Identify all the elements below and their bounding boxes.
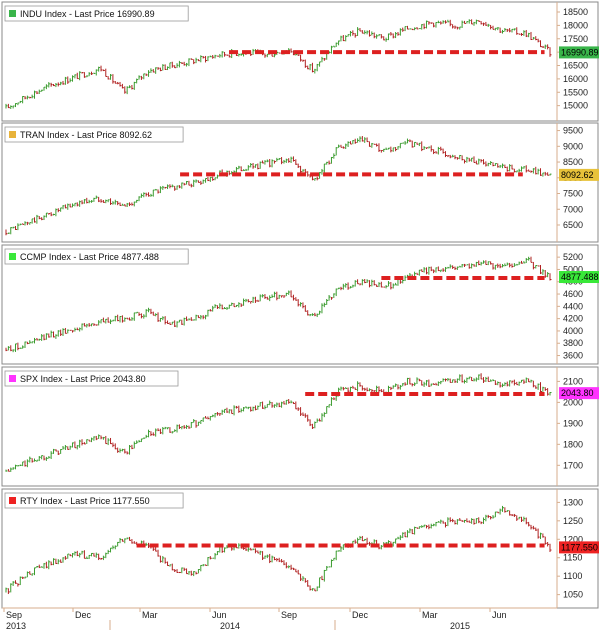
panel-frame xyxy=(1,122,599,243)
legend-label: TRAN Index - Last Price 8092.62 xyxy=(20,130,152,140)
last-price-label: 8092.62 xyxy=(561,170,594,180)
last-price-label: 1177.550 xyxy=(561,542,598,552)
y-tick-label: 1100 xyxy=(563,571,582,581)
x-axis: Sep Dec Mar Jun Sep Dec Mar Jun 2013 2014 2015 xyxy=(2,607,557,631)
y-tick-label: 1150 xyxy=(563,553,582,563)
x-tick-label: Mar xyxy=(142,610,158,620)
legend-label: SPX Index - Last Price 2043.80 xyxy=(20,374,146,384)
legend-box xyxy=(4,248,189,265)
panel-frame xyxy=(1,244,599,365)
y-tick-label: 9000 xyxy=(563,141,583,151)
last-price-label: 16990.89 xyxy=(561,47,599,57)
y-tick-label: 15500 xyxy=(563,87,588,97)
price-bars xyxy=(5,256,552,353)
x-year-label: 2015 xyxy=(450,621,470,631)
y-tick-label: 1050 xyxy=(563,590,583,600)
legend-box xyxy=(4,492,184,509)
legend-swatch xyxy=(9,497,16,504)
panel-5: 1300 1250 1200 1150 1100 1050 1177.550 RTY Inde… xyxy=(1,488,599,609)
y-tick-label: 3800 xyxy=(563,338,583,348)
chart-panels: 1850018000175001700016500160001550015000… xyxy=(1,1,599,609)
last-price-tag xyxy=(559,46,599,59)
legend-swatch xyxy=(9,131,16,138)
y-tick-label: 1300 xyxy=(563,497,583,507)
x-tick-label: Dec xyxy=(352,610,369,620)
x-year-label: 2013 xyxy=(6,621,26,631)
y-tick-label: 7000 xyxy=(563,204,583,214)
y-tick-label: 2000 xyxy=(563,397,583,407)
y-tick-label: 1900 xyxy=(563,418,583,428)
last-price-tag xyxy=(559,271,599,284)
y-tick-label: 8500 xyxy=(563,157,583,167)
legend-swatch xyxy=(9,253,16,260)
panel-frame xyxy=(1,366,599,487)
y-tick-label: 4000 xyxy=(563,326,583,336)
last-price-label: 2043.80 xyxy=(561,388,594,398)
last-price-label: 4877.488 xyxy=(561,272,599,282)
y-tick-label: 3600 xyxy=(563,351,583,361)
y-tick-label: 4200 xyxy=(563,314,583,324)
legend-box xyxy=(4,126,184,143)
y-tick-label: 16000 xyxy=(563,74,588,84)
price-bars xyxy=(5,373,552,472)
x-tick-label: Mar xyxy=(422,610,438,620)
legend-swatch xyxy=(9,375,16,382)
y-tick-label: 18500 xyxy=(563,7,588,17)
legend-label: RTY Index - Last Price 1177.550 xyxy=(20,496,150,506)
y-tick-label: 2100 xyxy=(563,376,583,386)
panel-4: 2100 2000 1900 1800 1700 2043.80 SPX Index - L… xyxy=(1,366,599,487)
legend-box xyxy=(4,5,189,22)
y-tick-label: 1250 xyxy=(563,516,583,526)
x-tick-label: Jun xyxy=(492,610,507,620)
x-tick-label: Dec xyxy=(75,610,92,620)
y-tick-label: 17500 xyxy=(563,34,588,44)
y-tick-label: 5000 xyxy=(563,264,583,274)
legend-label: INDU Index - Last Price 16990.89 xyxy=(20,9,155,19)
price-bars xyxy=(5,135,552,236)
last-price-tag xyxy=(559,168,599,181)
y-tick-label: 15000 xyxy=(563,101,588,111)
last-price-tag xyxy=(559,387,599,400)
legend-swatch xyxy=(9,10,16,17)
last-price-tag xyxy=(559,541,599,554)
y-tick-label: 6500 xyxy=(563,220,583,230)
x-year-label: 2014 xyxy=(220,621,240,631)
x-tick-label: Sep xyxy=(281,610,297,620)
price-bars xyxy=(5,19,552,109)
y-tick-label: 5200 xyxy=(563,252,583,262)
y-tick-label: 1800 xyxy=(563,439,583,449)
panel-frame xyxy=(1,488,599,609)
legend-label: CCMP Index - Last Price 4877.488 xyxy=(20,252,159,262)
y-tick-label: 1700 xyxy=(563,460,583,470)
y-tick-label: 1200 xyxy=(563,534,583,544)
x-tick-label: Jun xyxy=(212,610,227,620)
panel-3: 5200500048004600440042004000380036004877… xyxy=(1,244,599,365)
panel-2: 95009000850080007500700065008092.62TRAN … xyxy=(1,122,599,243)
x-tick-label: Sep xyxy=(6,610,22,620)
y-tick-label: 16500 xyxy=(563,61,588,71)
panel-1: 1850018000175001700016500160001550015000… xyxy=(1,1,599,122)
panel-frame xyxy=(1,1,599,122)
price-bars xyxy=(5,505,552,595)
y-tick-label: 18000 xyxy=(563,20,588,30)
y-tick-label: 4600 xyxy=(563,289,583,299)
y-tick-label: 4400 xyxy=(563,301,583,311)
y-tick-label: 7500 xyxy=(563,189,583,199)
y-tick-label: 9500 xyxy=(563,126,583,136)
legend-box xyxy=(4,370,179,387)
